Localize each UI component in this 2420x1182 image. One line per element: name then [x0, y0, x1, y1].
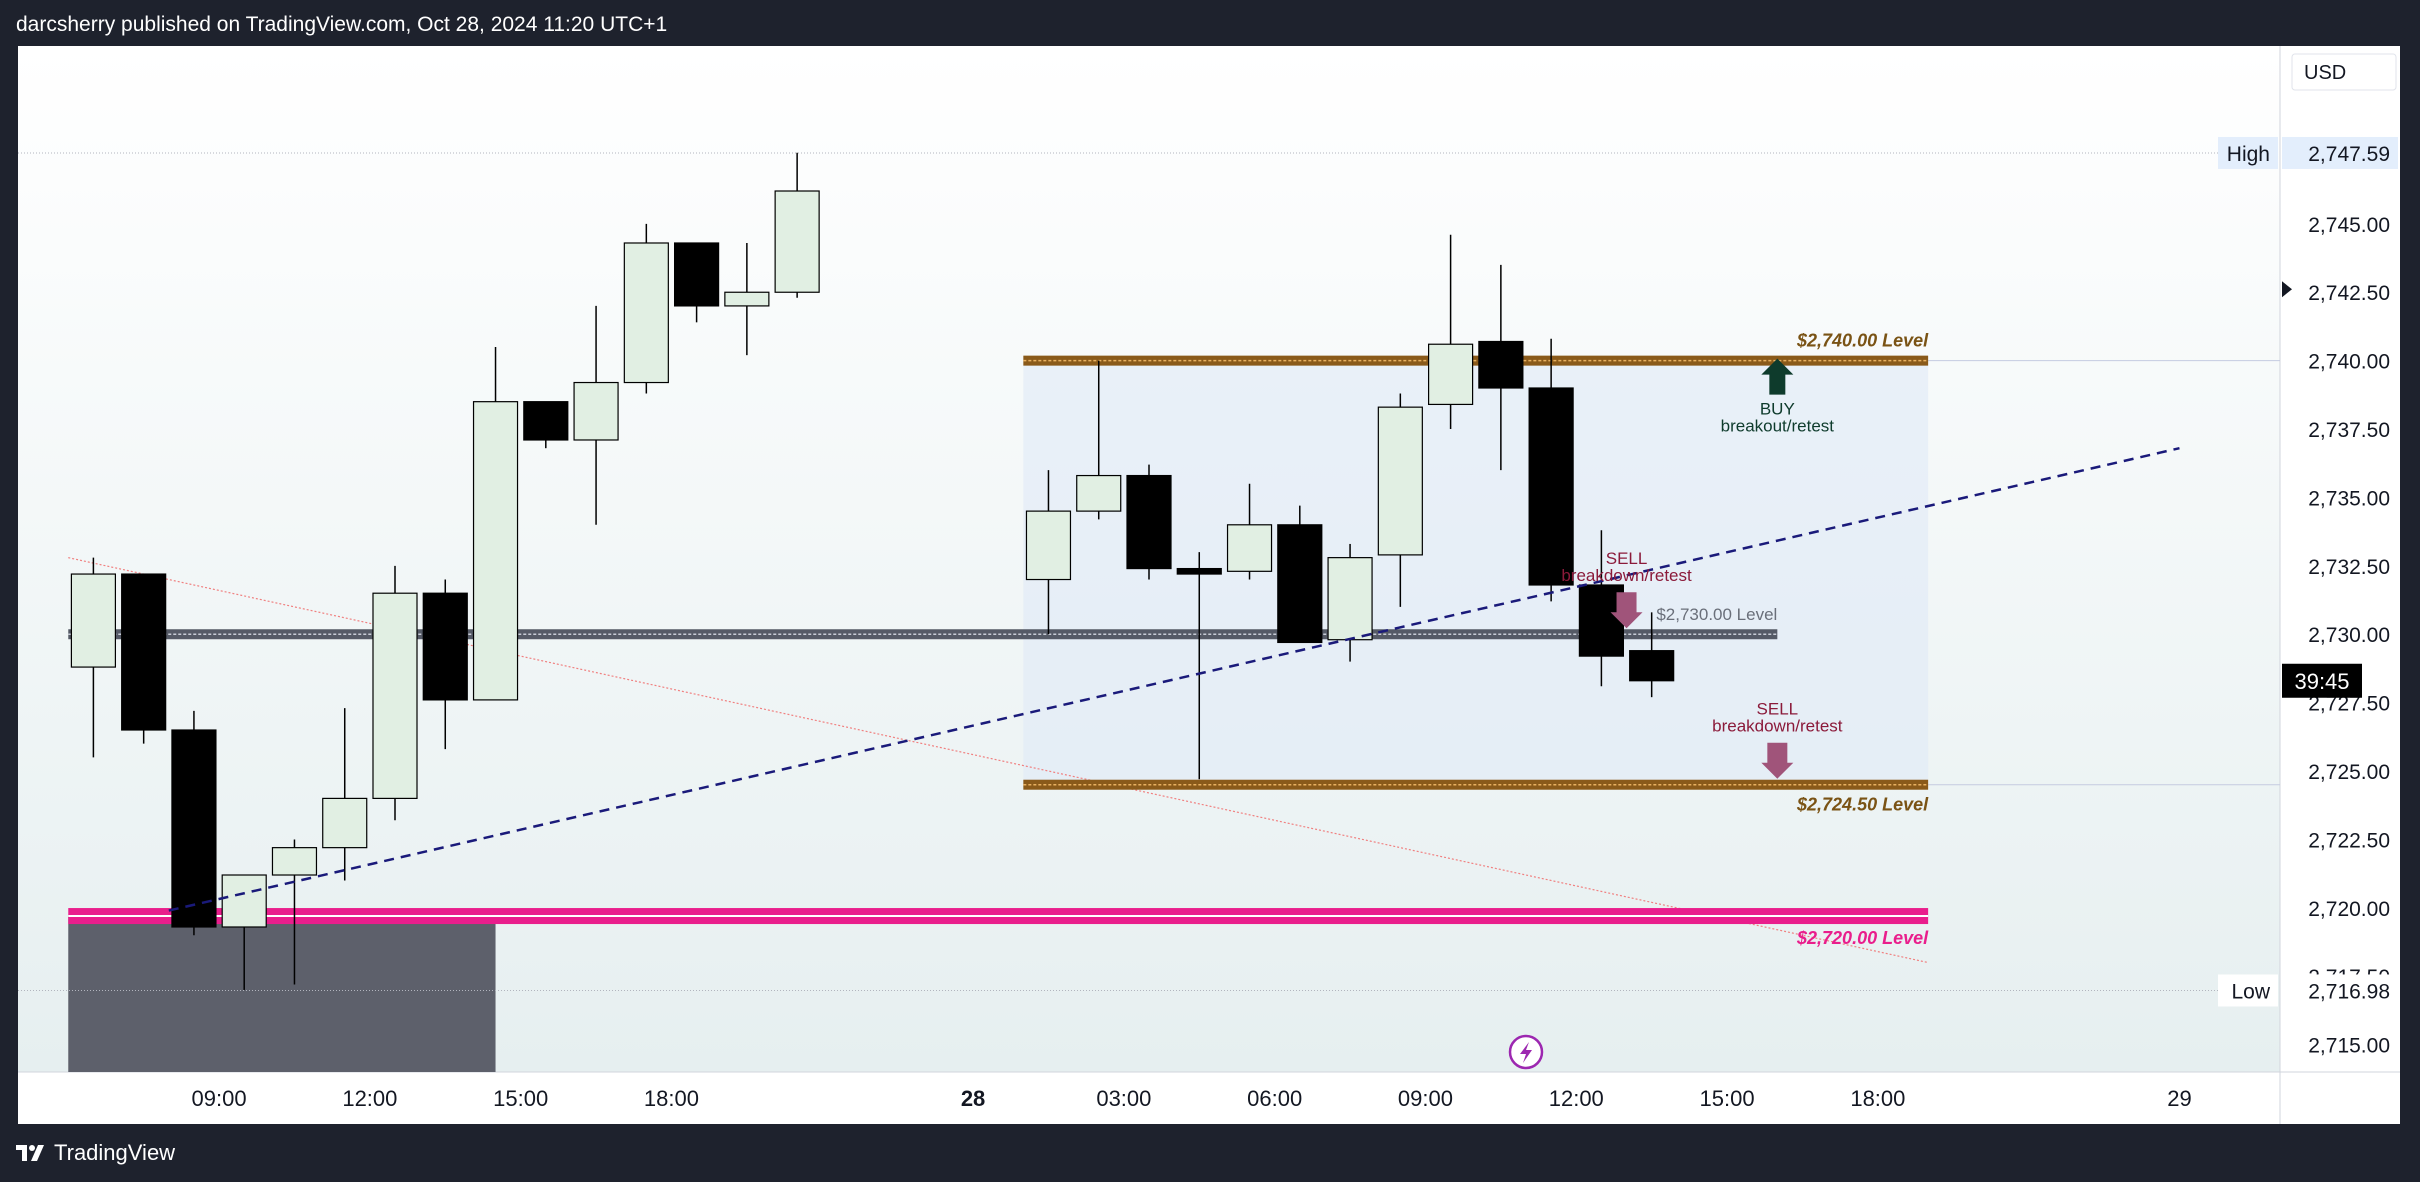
- time-tick-label: 03:00: [1096, 1086, 1151, 1111]
- currency-label: USD: [2304, 62, 2346, 84]
- currency-box: [2291, 53, 2397, 91]
- tradingview-brand-text: TradingView: [54, 1140, 176, 1165]
- low-label: Low: [2231, 980, 2270, 1003]
- bearish-candle: [121, 573, 167, 731]
- time-tick-label: 18:00: [1850, 1086, 1905, 1111]
- time-tick-label: 06:00: [1247, 1086, 1302, 1111]
- bullish-candle: [1377, 406, 1423, 556]
- buy-arrow-icon: [1761, 358, 1794, 395]
- bullish-candle: [1076, 474, 1122, 512]
- time-tick-label: 15:00: [1700, 1086, 1755, 1111]
- level-label: $2,724.50 Level: [1796, 795, 1929, 815]
- countdown-badge: [2282, 663, 2362, 698]
- price-tick-label: 2,720.00: [2308, 898, 2390, 921]
- sell-arrow-icon: [1610, 592, 1643, 629]
- bullish-candle: [1427, 343, 1474, 406]
- time-tick-label: 29: [2167, 1086, 2191, 1111]
- bearish-candle: [1176, 567, 1222, 575]
- sell-annotation-sublabel: breakdown/retest: [1712, 717, 1843, 736]
- price-tick-label: 2,727.50: [2308, 693, 2390, 716]
- price-tick-label: 2,735.00: [2308, 487, 2390, 510]
- sell-annotation-label: SELL: [1606, 549, 1648, 568]
- time-tick-label: 18:00: [644, 1086, 699, 1111]
- bearish-candle: [1277, 524, 1323, 644]
- price-tick-label: 2,725.00: [2308, 761, 2390, 784]
- high-label-bg: [2218, 136, 2278, 169]
- price-level-band: [68, 629, 1778, 640]
- dark-zone-box: [68, 916, 496, 1072]
- sell-arrow-icon: [1761, 742, 1794, 779]
- level-label: $2,720.00 Level: [1796, 928, 1929, 948]
- footer-bar: TradingView: [0, 1124, 2420, 1182]
- bullish-candle: [372, 592, 418, 800]
- chart-container[interactable]: $2,740.00 Level $2,724.50 Level $2,730.00 …: [0, 0, 2420, 1129]
- countdown-label: 39:45: [2294, 669, 2349, 694]
- time-axis-panel: [18, 1072, 2400, 1124]
- bearish-candle: [523, 401, 569, 441]
- sell-annotation-label: SELL: [1757, 700, 1799, 719]
- price-tick-label: 2,722.50: [2308, 829, 2390, 852]
- buy-annotation-sublabel: breakout/retest: [1721, 417, 1835, 436]
- time-tick-label: 12:00: [342, 1086, 397, 1111]
- tradingview-logo-icon: [16, 1145, 44, 1161]
- bullish-candle: [1327, 557, 1373, 641]
- bullish-candle: [322, 797, 368, 849]
- bearish-candle: [673, 242, 720, 307]
- plot-layer: [18, 152, 2280, 1072]
- bearish-candle: [171, 729, 217, 928]
- bullish-candle: [573, 381, 619, 441]
- high-value-label: 2,747.59: [2308, 143, 2390, 166]
- price-tick-label: 2,732.50: [2308, 556, 2390, 579]
- price-tick-label: 2,737.50: [2308, 419, 2390, 442]
- price-axis-panel: [2280, 46, 2400, 1072]
- time-tick-label: 09:00: [1398, 1086, 1453, 1111]
- time-tick-label: 28: [961, 1086, 985, 1111]
- bullish-candle: [623, 242, 669, 384]
- low-value-bg: [2282, 974, 2398, 1007]
- bullish-candle: [472, 401, 519, 701]
- level-label: $2,740.00 Level: [1796, 331, 1929, 351]
- time-tick-label: 12:00: [1549, 1086, 1604, 1111]
- bearish-candle: [1528, 387, 1574, 586]
- time-tick-label: 15:00: [493, 1086, 548, 1111]
- bullish-candle: [1226, 524, 1273, 572]
- bullish-candle: [1025, 510, 1072, 581]
- low-value-label: 2,716.98: [2308, 980, 2390, 1003]
- bearish-candle: [422, 592, 468, 701]
- bearish-candle: [1578, 584, 1625, 657]
- level-label: $2,730.00 Level: [1656, 605, 1777, 624]
- range-box: [1023, 360, 1929, 785]
- bullish-candle: [70, 573, 117, 668]
- publish-info-text: darcsherry published on TradingView.com,…: [16, 13, 668, 36]
- price-tick-label: 2,745.00: [2308, 214, 2390, 237]
- bullish-candle: [221, 874, 267, 928]
- bullish-candle: [271, 847, 318, 876]
- axis-marker-icon: [2282, 281, 2292, 298]
- bearish-candle: [1478, 340, 1524, 389]
- price-tick-label: 2,730.00: [2308, 624, 2390, 647]
- price-tick-label: 2,715.00: [2308, 1035, 2390, 1058]
- tradingview-brand[interactable]: TradingView: [16, 1140, 175, 1166]
- publish-header: darcsherry published on TradingView.com,…: [0, 0, 2420, 50]
- dashed-trend-line: [168, 446, 2180, 912]
- time-tick-label: 09:00: [192, 1086, 247, 1111]
- buy-annotation-label: BUY: [1760, 400, 1795, 419]
- candlestick-chart[interactable]: $2,740.00 Level $2,724.50 Level $2,730.00 …: [0, 0, 2420, 1124]
- high-label: High: [2227, 143, 2270, 166]
- price-tick-label: 2,742.50: [2308, 282, 2390, 305]
- sell-annotation-sublabel: breakdown/retest: [1561, 566, 1692, 585]
- bullish-candle: [724, 291, 770, 307]
- bullish-candle: [774, 190, 820, 293]
- bearish-candle: [1629, 650, 1675, 682]
- lightning-bolt-glyph: [1520, 1042, 1532, 1063]
- price-tick-label: 2,740.00: [2308, 351, 2390, 374]
- high-value-bg: [2282, 136, 2398, 169]
- low-label-bg: [2218, 974, 2278, 1007]
- bearish-candle: [1126, 474, 1172, 570]
